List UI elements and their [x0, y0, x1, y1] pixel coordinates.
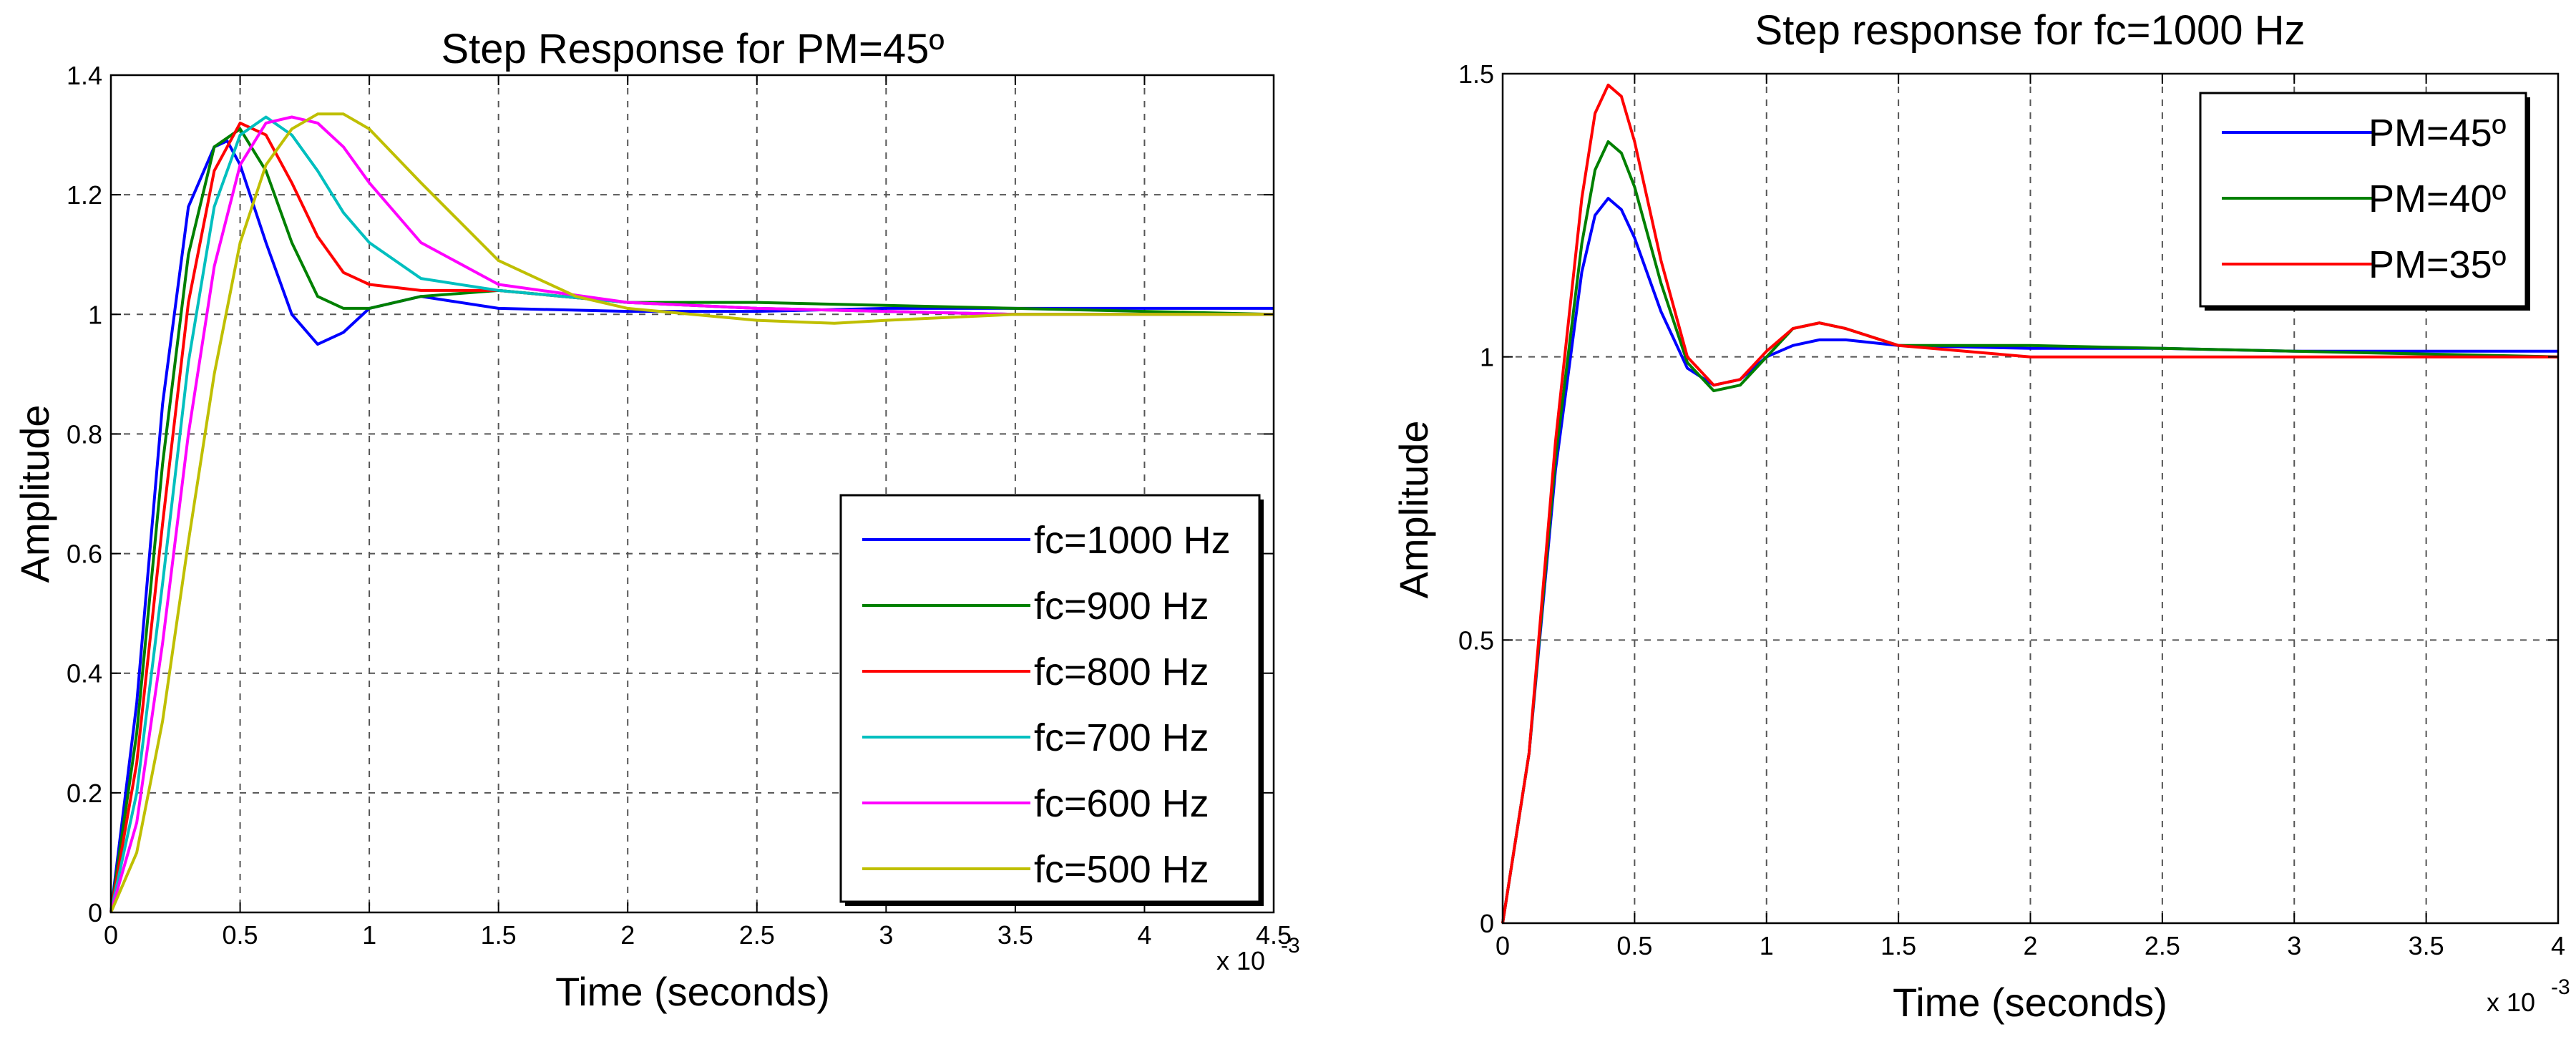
- x-axis-label: Time (seconds): [1893, 980, 2167, 1025]
- legend: fc=1000 Hz fc=900 Hz fc=800 Hz fc=700 Hz fc=…: [839, 494, 1264, 906]
- x-tick-label: 1.5: [481, 920, 517, 950]
- legend-label-2: fc=900 Hz: [1034, 585, 1209, 628]
- x-tick-label: 0.5: [1616, 931, 1652, 960]
- y-tick-label: 0: [88, 898, 102, 927]
- y-tick-label: 0.6: [67, 540, 102, 569]
- legend-label-3: fc=800 Hz: [1034, 651, 1209, 693]
- x-multiplier-exponent: -3: [2551, 975, 2570, 999]
- x-tick-label: 0: [104, 920, 118, 950]
- series-line-2: [1501, 140, 2559, 924]
- chart-title: Step Response for PM=45º: [441, 26, 944, 72]
- legend-label-3: PM=35º: [2368, 243, 2507, 286]
- series-line-1: [109, 139, 1274, 913]
- series-line-3: [1501, 83, 2558, 924]
- y-tick-label: 0: [1480, 909, 1494, 938]
- x-multiplier: x 10: [2487, 988, 2535, 1017]
- legend-label-5: fc=600 Hz: [1034, 782, 1209, 825]
- chart-2: 0 0.5 1 1.5 2 2.5 3 3.5 4 0 0.5 1 1.5 Step response f…: [1391, 7, 2570, 1025]
- y-tick-label: 1.5: [1458, 59, 1494, 89]
- y-tick-label: 1: [88, 300, 102, 329]
- legend-label-2: PM=40º: [2368, 177, 2507, 220]
- series-line-5: [109, 115, 1274, 913]
- legend-label-1: PM=45º: [2368, 112, 2507, 155]
- x-tick-label: 0: [1496, 931, 1510, 960]
- y-tick-label: 0.8: [67, 419, 102, 449]
- legend-label-4: fc=700 Hz: [1034, 716, 1209, 759]
- x-tick-label: 2.5: [2145, 931, 2180, 960]
- x-tick-label: 1: [1760, 931, 1774, 960]
- chart-1: 0 0.5 1 1.5 2 2.5 3 3.5 4 4.5 0 0.2 0.4 0.6 0.8 1 1.2 1.4…: [12, 26, 1300, 1014]
- x-axis-label: Time (seconds): [555, 969, 830, 1014]
- x-multiplier: x 10: [1216, 946, 1265, 975]
- x-tick-label: 3: [879, 920, 893, 950]
- x-tick-label: 0.5: [223, 920, 258, 950]
- x-tick-label: 3.5: [997, 920, 1033, 950]
- legend-label-6: fc=500 Hz: [1034, 848, 1209, 891]
- x-tick-label: 1: [362, 920, 376, 950]
- series-line-2: [109, 127, 1274, 913]
- legend-label-1: fc=1000 Hz: [1034, 519, 1231, 562]
- y-tick-label: 1: [1480, 343, 1494, 372]
- axes-frame: [109, 74, 1275, 914]
- y-tick-label: 1.2: [67, 180, 102, 210]
- series-line-6: [109, 112, 1274, 913]
- y-tick-label: 0.2: [67, 779, 102, 808]
- x-tick-label: 4.5: [1256, 920, 1292, 950]
- x-tick-label: 3: [2287, 931, 2301, 960]
- x-multiplier-exponent: -3: [1281, 934, 1300, 958]
- x-tick-label: 4: [1137, 920, 1151, 950]
- legend: PM=45º PM=40º PM=35º: [2199, 92, 2530, 311]
- x-tick-label: 2: [2023, 931, 2037, 960]
- chart-title: Step response for fc=1000 Hz: [1755, 7, 2306, 54]
- x-tick-label: 4: [2551, 931, 2565, 960]
- x-tick-label: 3.5: [2409, 931, 2444, 960]
- y-axis-label: Amplitude: [12, 404, 57, 583]
- y-axis-label: Amplitude: [1391, 420, 1436, 598]
- y-tick-label: 0.4: [67, 659, 102, 688]
- x-tick-label: 1.5: [1880, 931, 1916, 960]
- x-tick-label: 2.5: [739, 920, 775, 950]
- x-tick-label: 2: [620, 920, 635, 950]
- legend-box: [839, 494, 1261, 903]
- y-tick-label: 1.4: [67, 61, 102, 90]
- y-tick-label: 0.5: [1458, 625, 1494, 655]
